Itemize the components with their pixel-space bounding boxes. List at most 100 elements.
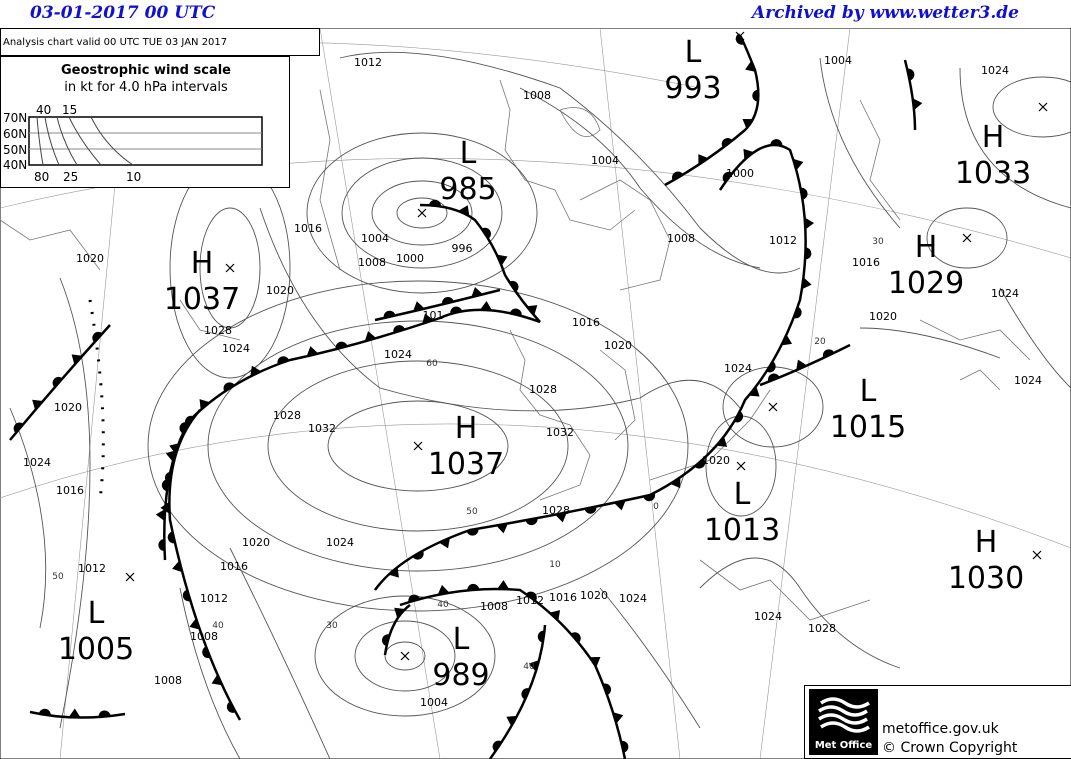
isobar-label: 1012: [200, 592, 228, 605]
front-symbol: [277, 356, 290, 365]
front-symbol: [335, 341, 348, 350]
front-symbol: [742, 119, 754, 130]
center-cross-icon: [417, 208, 427, 218]
front-symbol: [383, 310, 396, 319]
front-symbol: [800, 187, 808, 200]
front-symbol: [589, 656, 601, 668]
front-symbol: [526, 305, 538, 316]
coastlines: [0, 79, 1031, 621]
archive-link[interactable]: Archived by www.wetter3.de: [752, 3, 1019, 23]
front-symbol: [496, 523, 508, 534]
isobar-label: 1024: [384, 348, 412, 361]
front-symbol: [98, 710, 111, 718]
wind-label: 40: [212, 621, 224, 631]
front-symbol: [621, 740, 629, 753]
isobar: [259, 207, 741, 412]
isobar: [179, 587, 241, 759]
isobar-label: 1020: [54, 401, 82, 414]
front-symbol: [767, 373, 780, 382]
isobar: [207, 320, 629, 572]
front-symbol: [32, 399, 43, 411]
isobar: [59, 277, 91, 729]
waves-icon: [818, 697, 870, 733]
isobar-label: 1032: [308, 422, 336, 435]
isobar-label: 1004: [420, 696, 448, 709]
low-pressure-label: L: [860, 374, 877, 409]
isobar-label: 1024: [991, 287, 1019, 300]
wind-scale-subtitle: in kt for 4.0 hPa intervals: [64, 80, 228, 95]
front-symbol: [38, 708, 51, 716]
chart-date-time: 03-01-2017 00 UTC: [30, 3, 216, 23]
front-symbol: [781, 334, 793, 346]
front-symbol: [71, 354, 83, 365]
pressure-value: 1013: [704, 513, 780, 548]
front-symbol: [481, 227, 491, 239]
front-symbol: [413, 301, 425, 312]
grid-line: [759, 28, 851, 759]
center-cross-icon: [225, 263, 235, 273]
front-symbol: [458, 205, 470, 216]
wind-label: 0: [653, 502, 659, 512]
front-symbol: [521, 688, 530, 700]
front-symbol: [165, 450, 177, 462]
low-pressure-label: L: [734, 477, 751, 512]
isobar: [599, 587, 701, 729]
pressure-value: 1015: [830, 410, 906, 445]
isobar-label: 1008: [667, 232, 695, 245]
wind-label: 30: [326, 621, 338, 631]
isobar-label: 1016: [572, 316, 600, 329]
front-line: [903, 59, 917, 131]
front-symbol: [158, 539, 165, 552]
wind-label: 60: [426, 359, 438, 369]
center-cross-icon: [735, 31, 745, 41]
front-symbol: [466, 528, 479, 536]
isobar: [859, 327, 1001, 359]
pressure-value: 985: [439, 172, 496, 207]
center-cross-icon: [1032, 550, 1042, 560]
front-line: [383, 604, 411, 656]
front-symbol: [602, 683, 612, 696]
isobar-label: 1028: [542, 504, 570, 517]
front-symbol: [450, 306, 463, 314]
high-pressure-label: H: [455, 411, 478, 446]
front-symbol: [155, 509, 166, 522]
front-line: [759, 343, 851, 387]
front-symbol: [189, 618, 200, 630]
front-line: [374, 288, 501, 322]
front-symbol: [442, 296, 454, 305]
isobar: [199, 207, 261, 329]
coastline: [699, 559, 871, 621]
front-symbol: [422, 313, 434, 324]
pressure-value: 1029: [888, 266, 964, 301]
high-pressure-label: H: [915, 230, 938, 265]
isobar: [339, 51, 801, 274]
front-symbol: [250, 365, 262, 377]
isobar: [992, 76, 1071, 138]
front-line: [168, 409, 242, 721]
isobar-label: 1016: [294, 222, 322, 235]
isobar: [354, 620, 456, 692]
front-symbol: [805, 247, 812, 260]
front-symbol: [528, 660, 540, 672]
isobar-label: 1024: [326, 536, 354, 549]
front-symbol: [509, 308, 522, 316]
lat-label: 40N: [3, 158, 27, 172]
isobar-label: 1028: [808, 622, 836, 635]
isobar-label: 1016: [220, 560, 248, 573]
front-symbol: [721, 138, 733, 148]
wind-label: 10: [549, 560, 561, 570]
front-symbol: [907, 68, 915, 81]
isobar-label: 1020: [76, 252, 104, 265]
scale-top-label: 15: [62, 103, 77, 117]
front-symbol: [796, 359, 808, 371]
front-symbol: [226, 701, 236, 713]
isobar-label: 1028: [204, 324, 232, 337]
front-symbol: [496, 254, 508, 266]
isobar-label: 1004: [824, 54, 852, 67]
front-symbol: [167, 531, 176, 544]
metoffice-url[interactable]: metoffice.gov.uk: [882, 721, 999, 737]
isobar-label: 1028: [529, 383, 557, 396]
isobar: [699, 557, 901, 669]
coastline: [959, 369, 1001, 391]
scale-top-label: 40: [36, 103, 51, 117]
